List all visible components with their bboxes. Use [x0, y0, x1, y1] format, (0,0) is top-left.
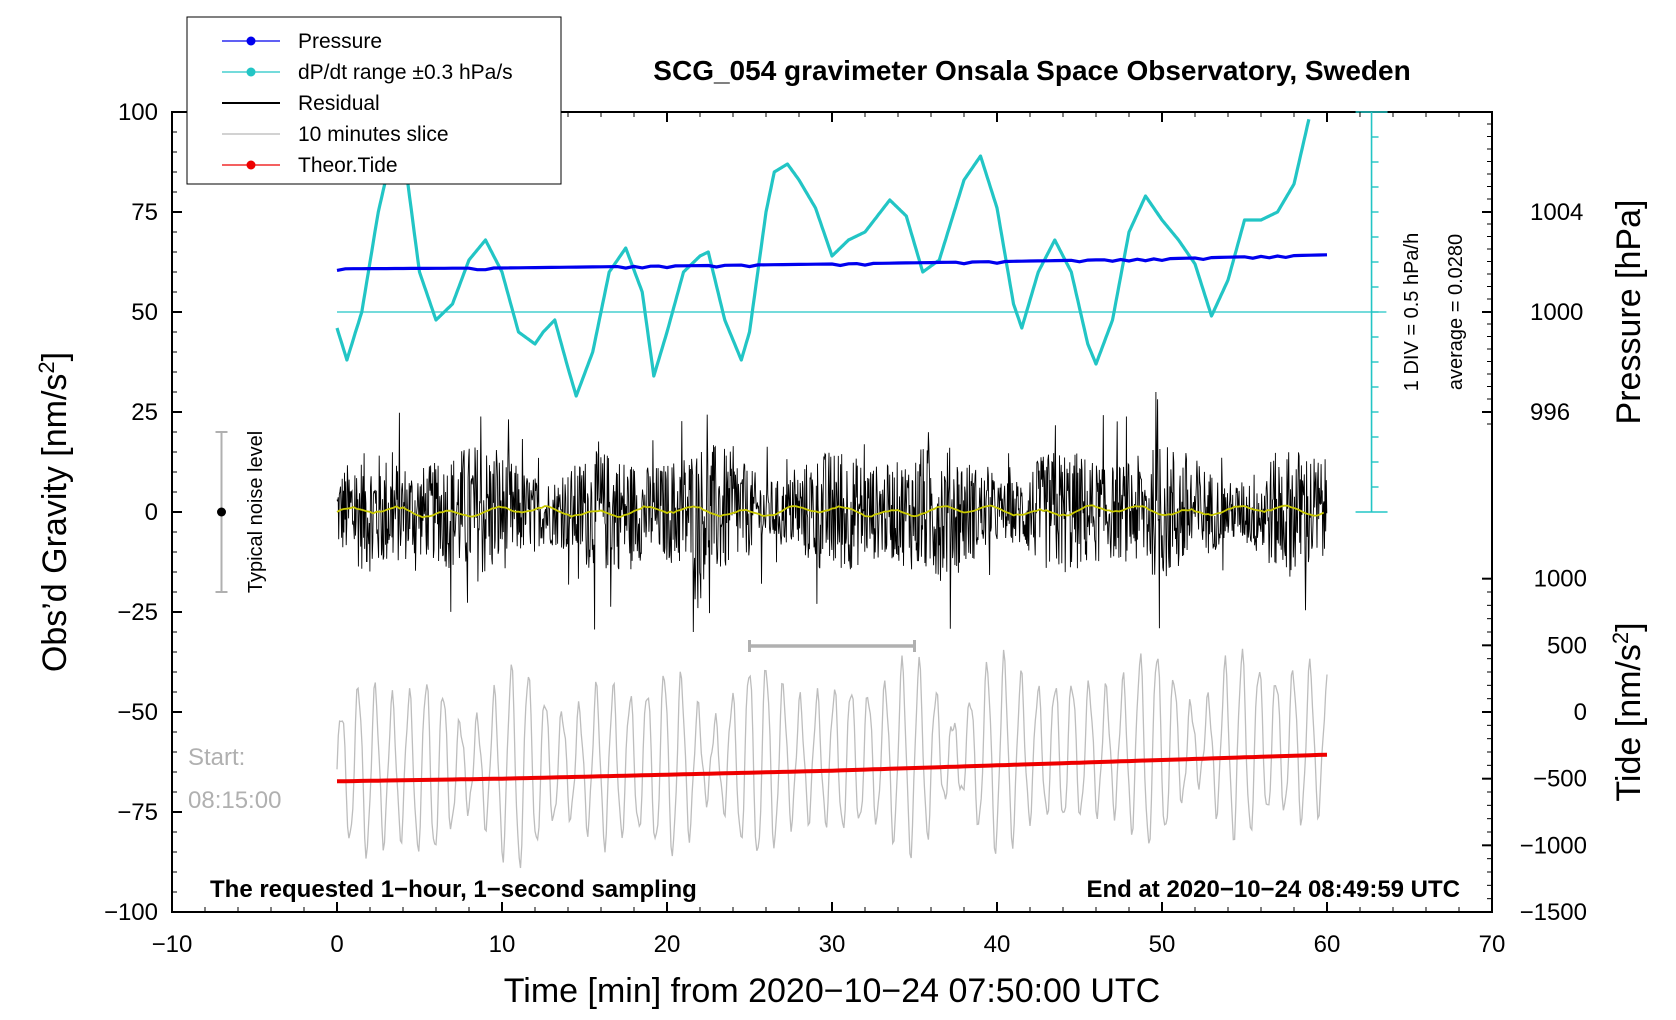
x-tick-label: −10 [152, 931, 193, 958]
tide-tick-label: −1000 [1520, 832, 1587, 859]
start-label-line1: Start: [188, 744, 245, 771]
tide-axis-title-close: ] [1610, 622, 1648, 631]
tide-tick-label: −500 [1533, 766, 1587, 793]
y-left-tick-label: 50 [131, 299, 158, 326]
x-tick-label: 60 [1314, 931, 1341, 958]
x-tick-label: 0 [330, 931, 343, 958]
y-left-tick-label: −25 [117, 599, 158, 626]
legend-label: dP/dt range ±0.3 hPa/s [298, 61, 513, 84]
x-tick-label: 10 [489, 931, 516, 958]
series-dpdt [335, 118, 1311, 398]
y-left-tick-label: 0 [145, 499, 158, 526]
y-left-tick-label: −100 [104, 899, 158, 926]
tide-tick-label: 1000 [1534, 566, 1587, 593]
x-tick-label: 40 [984, 931, 1011, 958]
tide-axis-title-main: Tide [nm/s [1610, 644, 1648, 801]
axis-layer: −10 0 10 20 30 40 50 60 701007550250−25−50−75−10… [104, 99, 1587, 958]
left-axis-title-sup: 2 [34, 361, 59, 373]
x-axis-title: Time [min] from 2020−10−24 07:50:00 UTC [504, 972, 1160, 1010]
noise-level-center-dot [217, 507, 226, 517]
x-tick-label: 30 [819, 931, 846, 958]
legend: Pressure dP/dt range ±0.3 hPa/s Residual 10… [186, 16, 562, 185]
noise-label: Typical noise level [245, 431, 267, 593]
legend-label: Theor.Tide [298, 154, 398, 177]
left-axis-title: Obs’d Gravity [nm/s2] [34, 352, 75, 672]
pressure-tick-label: 1004 [1530, 199, 1583, 226]
left-axis-title-close: ] [36, 352, 74, 361]
y-left-tick-label: 75 [131, 199, 158, 226]
y-left-tick-label: −50 [117, 699, 158, 726]
legend-label: 10 minutes slice [298, 123, 449, 146]
average-note: average = 0.0280 [1445, 234, 1467, 390]
tide-tick-label: −1500 [1520, 899, 1587, 926]
x-tick-label: 70 [1479, 931, 1506, 958]
legend-marker [246, 67, 256, 77]
series-10-minutes-slice [336, 648, 1328, 869]
series-residual [336, 391, 1328, 633]
tide-tick-label: 0 [1574, 699, 1587, 726]
series-residual-smoothed [336, 504, 1325, 519]
y-left-tick-label: 25 [131, 399, 158, 426]
series-pressure [336, 253, 1328, 272]
chart-title: SCG_054 gravimeter Onsala Space Observat… [653, 55, 1410, 86]
tide-axis-title: Tide [nm/s2] [1608, 622, 1649, 801]
y-left-tick-label: −75 [117, 799, 158, 826]
legend-label: Residual [298, 92, 380, 115]
footer-left-note: The requested 1−hour, 1−second sampling [210, 876, 697, 903]
pressure-tick-label: 996 [1530, 399, 1570, 426]
y-left-tick-label: 100 [118, 99, 158, 126]
legend-marker [246, 36, 256, 46]
start-label-line2: 08:15:00 [188, 787, 281, 814]
series-layer [215, 111, 1388, 869]
scale-bar-note: 1 DIV = 0.5 hPa/h [1401, 233, 1423, 391]
legend-marker [246, 160, 256, 170]
x-tick-label: 20 [654, 931, 681, 958]
x-tick-label: 50 [1149, 931, 1176, 958]
left-axis-title-main: Obs’d Gravity [nm/s [36, 374, 74, 673]
pressure-tick-label: 1000 [1530, 299, 1583, 326]
series-theor-tide [336, 752, 1328, 784]
tide-axis-title-sup: 2 [1608, 632, 1633, 644]
footer-right-note: End at 2020−10−24 08:49:59 UTC [1086, 876, 1460, 903]
pressure-axis-title: Pressure [hPa] [1610, 200, 1648, 425]
legend-label: Pressure [298, 30, 382, 53]
tide-tick-label: 500 [1547, 632, 1587, 659]
